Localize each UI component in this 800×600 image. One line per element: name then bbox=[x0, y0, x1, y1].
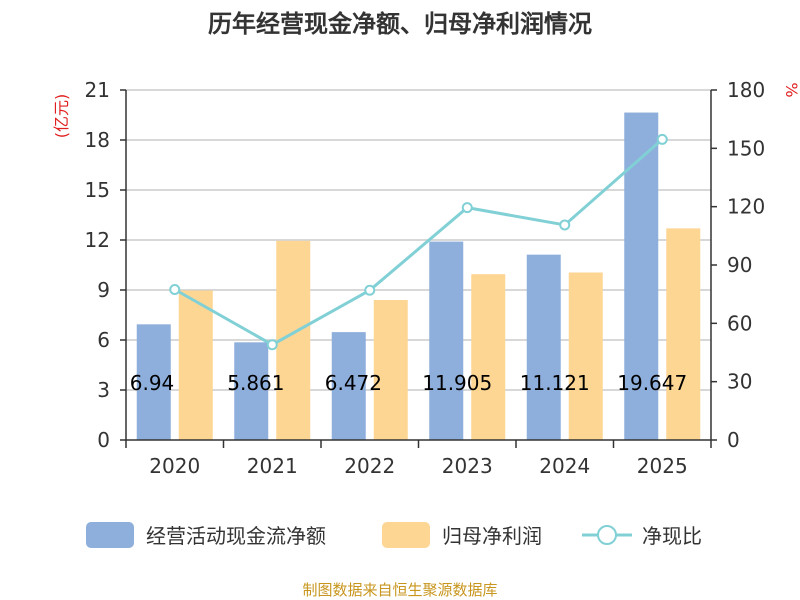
bar-cash-flow-2020 bbox=[136, 324, 171, 440]
bar-series bbox=[136, 112, 701, 441]
y-left-tick-label: 9 bbox=[97, 278, 110, 302]
bar-net-profit-2023 bbox=[471, 274, 506, 440]
y-right-unit-label: % bbox=[782, 82, 800, 97]
line-series bbox=[169, 133, 668, 351]
line-point-2021 bbox=[266, 339, 278, 351]
line-net-cash-ratio bbox=[174, 138, 664, 347]
data-label-cash-flow-2023: 11.905 bbox=[422, 371, 492, 395]
x-tick-label: 2022 bbox=[344, 454, 395, 478]
y-right-tick-label: 60 bbox=[727, 311, 752, 335]
y-left-tick-label: 12 bbox=[85, 228, 110, 252]
grid-lines bbox=[126, 89, 711, 391]
y-left-tick-label: 3 bbox=[97, 378, 110, 402]
data-labels: 6.94 5.861 6.472 11.905 11.121 19.647 bbox=[130, 371, 687, 395]
y-right-tick-label: 180 bbox=[727, 78, 765, 102]
line-point-2023 bbox=[461, 202, 473, 214]
legend-label-net-cash-ratio: 净现比 bbox=[642, 524, 702, 548]
axes: 0 3 6 9 12 15 18 21 0 30 60 90 120 150 180 2020 2021 2022… bbox=[85, 78, 766, 478]
y-left-unit-label: (亿元) bbox=[52, 94, 71, 139]
legend-swatch-marker bbox=[597, 525, 617, 545]
line-point-2024 bbox=[559, 219, 571, 231]
bar-cash-flow-2022 bbox=[331, 332, 366, 440]
x-tick-label: 2021 bbox=[247, 454, 298, 478]
line-point-2025 bbox=[656, 133, 668, 145]
y-right-tick-label: 0 bbox=[727, 428, 740, 452]
source-note: 制图数据来自恒生聚源数据库 bbox=[302, 581, 497, 599]
x-tick-label: 2024 bbox=[539, 454, 590, 478]
data-label-cash-flow-2020: 6.94 bbox=[130, 371, 175, 395]
y-right-tick-label: 30 bbox=[727, 370, 752, 394]
y-right-tick-label: 150 bbox=[727, 136, 765, 160]
data-label-cash-flow-2025: 19.647 bbox=[617, 371, 687, 395]
y-left-tick-label: 0 bbox=[97, 428, 110, 452]
bar-net-profit-2022 bbox=[373, 300, 408, 440]
y-left-tick-label: 18 bbox=[85, 128, 110, 152]
data-label-cash-flow-2022: 6.472 bbox=[325, 371, 382, 395]
bar-cash-flow-2021 bbox=[234, 342, 269, 440]
data-label-cash-flow-2024: 11.121 bbox=[520, 371, 590, 395]
legend-swatch-net-profit bbox=[382, 522, 430, 548]
bar-net-profit-2024 bbox=[568, 272, 603, 440]
bar-net-profit-2025 bbox=[666, 228, 701, 440]
legend-swatch-cash-flow bbox=[86, 522, 134, 548]
x-tick-label: 2020 bbox=[149, 454, 200, 478]
line-point-2020 bbox=[169, 284, 181, 295]
y-right-tick-label: 90 bbox=[727, 253, 752, 277]
y-left-tick-label: 6 bbox=[97, 328, 110, 352]
legend-label-net-profit: 归母净利润 bbox=[442, 524, 542, 548]
x-tick-label: 2023 bbox=[442, 454, 493, 478]
data-label-cash-flow-2021: 5.861 bbox=[227, 371, 284, 395]
y-right-tick-label: 120 bbox=[727, 195, 765, 219]
line-point-2022 bbox=[364, 284, 376, 296]
bar-cash-flow-2023 bbox=[429, 241, 464, 440]
bar-cash-flow-2024 bbox=[526, 254, 561, 440]
legend-label-cash-flow: 经营活动现金流净额 bbox=[146, 524, 326, 548]
bar-net-profit-2020 bbox=[178, 290, 213, 440]
chart-title: 历年经营现金净额、归母净利润情况 bbox=[208, 10, 592, 38]
legend: 经营活动现金流净额 归母净利润 净现比 bbox=[86, 522, 702, 548]
x-tick-label: 2025 bbox=[637, 454, 688, 478]
y-left-tick-label: 15 bbox=[85, 178, 110, 202]
y-left-tick-label: 21 bbox=[85, 78, 110, 102]
